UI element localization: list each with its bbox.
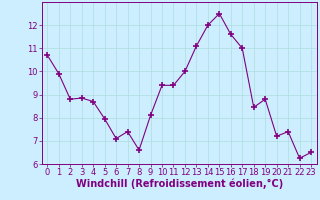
X-axis label: Windchill (Refroidissement éolien,°C): Windchill (Refroidissement éolien,°C) [76,179,283,189]
